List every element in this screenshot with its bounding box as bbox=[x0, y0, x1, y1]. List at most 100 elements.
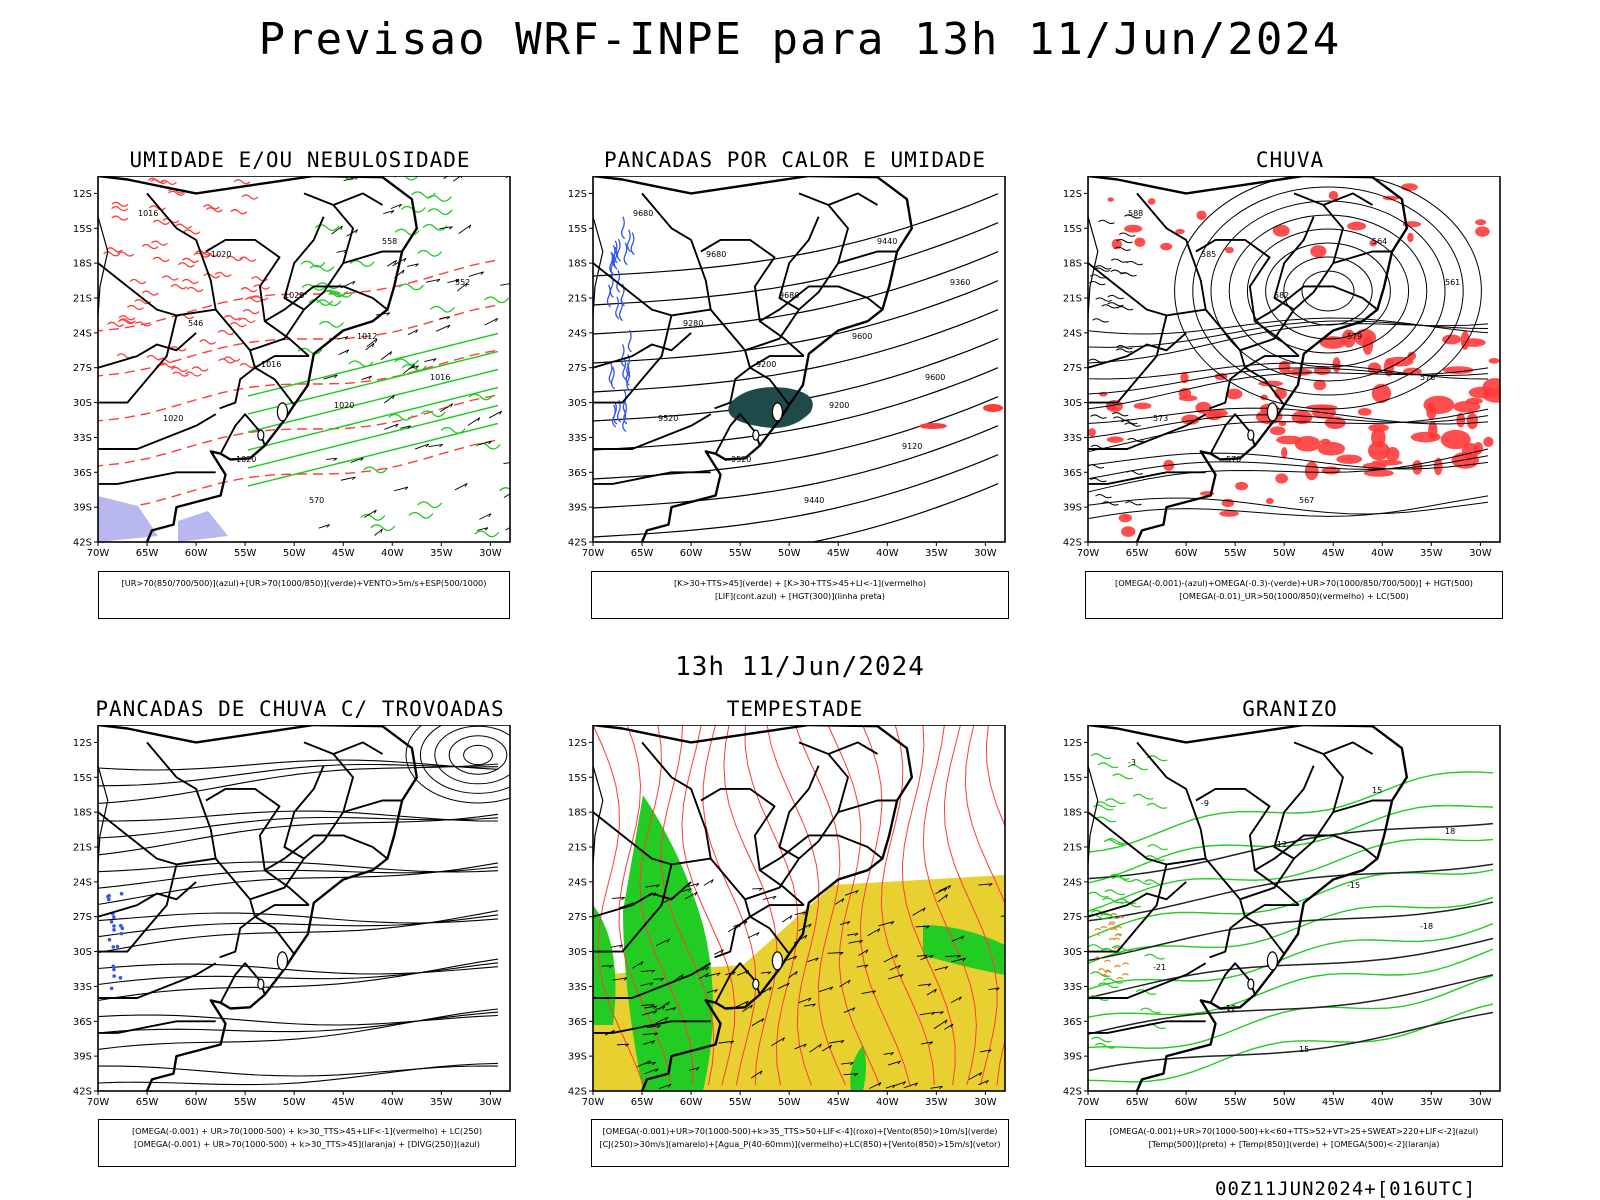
wind-arrow bbox=[978, 883, 993, 886]
wind-arrow-head bbox=[488, 513, 492, 518]
wind-arrow bbox=[645, 884, 660, 888]
shaded-area bbox=[1160, 242, 1173, 251]
contour-label: 558 bbox=[382, 237, 397, 246]
wind-arrow-head bbox=[854, 1073, 859, 1077]
wind-arrow bbox=[610, 944, 623, 948]
green-contour bbox=[370, 524, 396, 532]
wind-arrow bbox=[839, 979, 851, 988]
shaded-area bbox=[1423, 395, 1455, 415]
lagoa-icon bbox=[257, 429, 265, 441]
hgt-contour bbox=[593, 454, 999, 538]
wind-arrow bbox=[331, 225, 343, 235]
state-border bbox=[283, 765, 325, 860]
lon-label: 40W bbox=[876, 1097, 899, 1108]
plot-area bbox=[98, 725, 510, 1091]
contour-label: 9120 bbox=[902, 442, 922, 451]
temp850-contour bbox=[1088, 948, 1494, 1018]
wind-arrow bbox=[673, 973, 684, 982]
omega-contour bbox=[1116, 976, 1124, 980]
state-border bbox=[593, 811, 751, 959]
streamline bbox=[1088, 367, 1489, 410]
wind-arrow bbox=[659, 1083, 672, 1089]
wind-arrow bbox=[665, 1007, 677, 1011]
temp850-contour bbox=[1112, 876, 1133, 883]
wind-arrow-head bbox=[744, 921, 748, 925]
divergence-dot bbox=[112, 924, 116, 928]
state-border bbox=[1253, 285, 1378, 357]
lon-label: 35W bbox=[925, 1097, 948, 1108]
west-border bbox=[1088, 725, 1099, 1091]
lc850-streamline bbox=[827, 725, 881, 1086]
wind-arrow-head bbox=[839, 952, 844, 955]
wind-shading bbox=[923, 925, 1005, 975]
wind-arrow bbox=[400, 425, 411, 429]
wind-arrow-head bbox=[333, 457, 338, 461]
state-border bbox=[98, 471, 216, 485]
red-contour bbox=[117, 251, 135, 257]
state-border bbox=[1273, 765, 1315, 860]
red-contour bbox=[253, 284, 271, 290]
streamline bbox=[1088, 407, 1489, 425]
lc-contour bbox=[1116, 345, 1133, 350]
lon-label: 45W bbox=[1322, 548, 1345, 559]
lat-label: 12S bbox=[73, 738, 92, 749]
lif-contour bbox=[610, 252, 615, 276]
lon-label: 45W bbox=[827, 1097, 850, 1108]
state-border bbox=[641, 741, 712, 859]
red-contour bbox=[217, 329, 235, 336]
lif-contour bbox=[630, 232, 635, 256]
omega-contour bbox=[1114, 964, 1121, 968]
contour-label: 564 bbox=[1372, 237, 1387, 246]
streamline bbox=[434, 725, 510, 785]
shaded-area bbox=[1442, 334, 1462, 345]
wind-arrow bbox=[713, 949, 724, 955]
divergence-dot bbox=[115, 944, 120, 949]
state-border bbox=[98, 262, 256, 410]
wind-arrow-head bbox=[772, 895, 777, 900]
wind-arrow-head bbox=[386, 312, 391, 316]
green-contour bbox=[363, 466, 389, 474]
wind-arrow-head bbox=[694, 892, 698, 896]
temp850-contour bbox=[1146, 755, 1168, 762]
lat-label: 33S bbox=[568, 982, 587, 993]
lif-contour bbox=[613, 246, 618, 270]
shaded-area bbox=[163, 247, 174, 257]
lon-label: 30W bbox=[479, 548, 502, 559]
wind-arrow bbox=[687, 883, 700, 887]
map-frame bbox=[97, 725, 511, 1092]
wind-arrow-head bbox=[511, 283, 514, 285]
wind-arrow bbox=[323, 374, 338, 380]
red-contour bbox=[105, 247, 123, 253]
lif-contour bbox=[610, 366, 616, 390]
wind-arrow-head bbox=[847, 979, 851, 984]
green-contour bbox=[328, 290, 354, 298]
lc-contour bbox=[1115, 348, 1133, 353]
wind-arrow-head bbox=[655, 1068, 659, 1073]
red-contour bbox=[103, 251, 121, 257]
lat-label: 33S bbox=[568, 433, 587, 444]
green-contour bbox=[247, 404, 499, 469]
green-contour bbox=[499, 487, 510, 492]
red-contour bbox=[152, 256, 170, 263]
wind-arrow-head bbox=[360, 457, 364, 462]
wind-arrow-head bbox=[855, 890, 859, 894]
state-border bbox=[1088, 1020, 1206, 1034]
west-border bbox=[593, 725, 604, 1091]
thickness-contour bbox=[98, 394, 499, 467]
state-border bbox=[593, 881, 692, 918]
wind-arrow bbox=[861, 990, 876, 995]
contour-label: 9200 bbox=[829, 401, 849, 410]
temp850-contour bbox=[1115, 898, 1137, 905]
wind-arrow-head bbox=[758, 888, 763, 891]
red-contour bbox=[150, 178, 168, 185]
red-contour bbox=[239, 256, 257, 262]
state-border bbox=[98, 962, 217, 999]
lon-label: 45W bbox=[1322, 1097, 1345, 1108]
streamline bbox=[1088, 497, 1489, 515]
wind-arrow bbox=[978, 1079, 989, 1086]
lif-contour bbox=[625, 362, 630, 386]
wind-arrow-head bbox=[750, 1004, 753, 1009]
contour-label: 1020 bbox=[284, 291, 304, 300]
red-contour bbox=[184, 371, 202, 377]
